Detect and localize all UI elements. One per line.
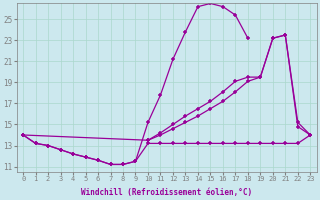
X-axis label: Windchill (Refroidissement éolien,°C): Windchill (Refroidissement éolien,°C) [81, 188, 252, 197]
